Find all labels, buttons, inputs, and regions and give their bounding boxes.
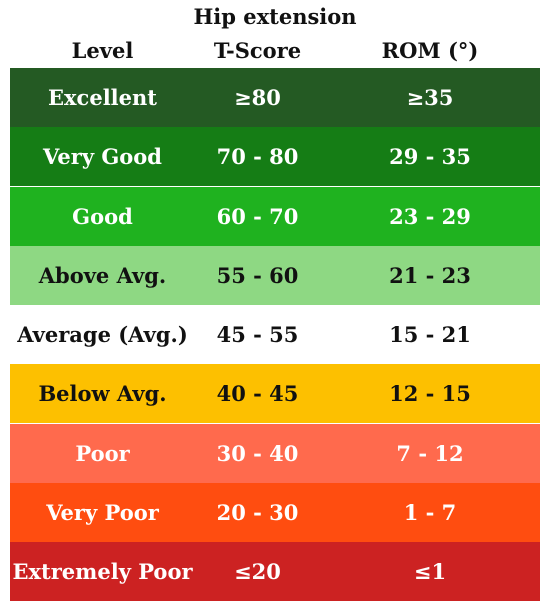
level-cell: Excellent [48,85,157,110]
table-row: Good 60 - 70 23 - 29 [10,186,540,246]
table-row: Excellent ≥80 ≥35 [10,68,540,127]
table-row: Below Avg. 40 - 45 12 - 15 [10,364,540,424]
rom-cell: 1 - 7 [403,500,457,526]
table-row: Extremely Poor ≤20 ≤1 [10,542,540,602]
table-row: Very Poor 20 - 30 1 - 7 [10,483,540,543]
tscore-cell: 60 - 70 [216,203,299,229]
table-row: Poor 30 - 40 7 - 12 [10,423,540,483]
rom-cell: 21 - 23 [389,262,471,288]
rom-cell: 7 - 12 [396,440,464,466]
rom-cell: 12 - 15 [389,381,471,407]
table-header: Level T-Score ROM (°) [0,38,550,66]
rom-cell: 15 - 21 [389,322,471,348]
level-cell: Extremely Poor [12,559,193,585]
rom-cell: ≤1 [413,559,447,585]
level-cell: Average (Avg.) [17,322,188,348]
header-rom: ROM (°) [381,38,479,63]
level-cell: Below Avg. [38,381,167,407]
rom-cell: 29 - 35 [389,144,471,170]
tscore-cell: ≥80 [234,85,281,110]
tscore-cell: 20 - 30 [216,500,299,526]
tscore-cell: 55 - 60 [216,262,299,288]
table-title: Hip extension [193,4,357,29]
level-cell: Very Good [43,144,162,170]
header-level: Level [71,38,134,63]
level-cell: Good [72,203,133,229]
level-cell: Very Poor [46,500,159,526]
table-row: Above Avg. 55 - 60 21 - 23 [10,245,540,305]
tscore-cell: ≤20 [234,559,281,585]
table-row: Very Good 70 - 80 29 - 35 [10,127,540,187]
level-cell: Above Avg. [38,262,167,288]
tscore-cell: 30 - 40 [216,440,299,466]
header-tscore: T-Score [213,38,302,63]
table-row: Average (Avg.) 45 - 55 15 - 21 [10,305,540,365]
tscore-cell: 70 - 80 [216,144,299,170]
rom-cell: ≥35 [406,85,454,110]
level-cell: Poor [75,440,130,466]
tscore-cell: 40 - 45 [216,381,299,407]
rom-cell: 23 - 29 [389,203,471,229]
tscore-cell: 45 - 55 [216,322,299,348]
rating-table: Excellent ≥80 ≥35 Very Good 70 - 80 29 -… [10,68,540,602]
